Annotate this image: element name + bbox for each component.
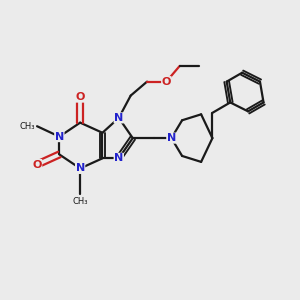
Text: N: N (114, 113, 123, 123)
Text: N: N (167, 133, 176, 143)
Text: O: O (76, 92, 85, 102)
Text: N: N (76, 164, 85, 173)
Text: CH₃: CH₃ (72, 197, 88, 206)
Text: O: O (32, 160, 42, 170)
Text: O: O (162, 76, 171, 87)
Text: CH₃: CH₃ (19, 122, 35, 131)
Text: N: N (114, 153, 123, 163)
Text: N: N (55, 132, 64, 142)
